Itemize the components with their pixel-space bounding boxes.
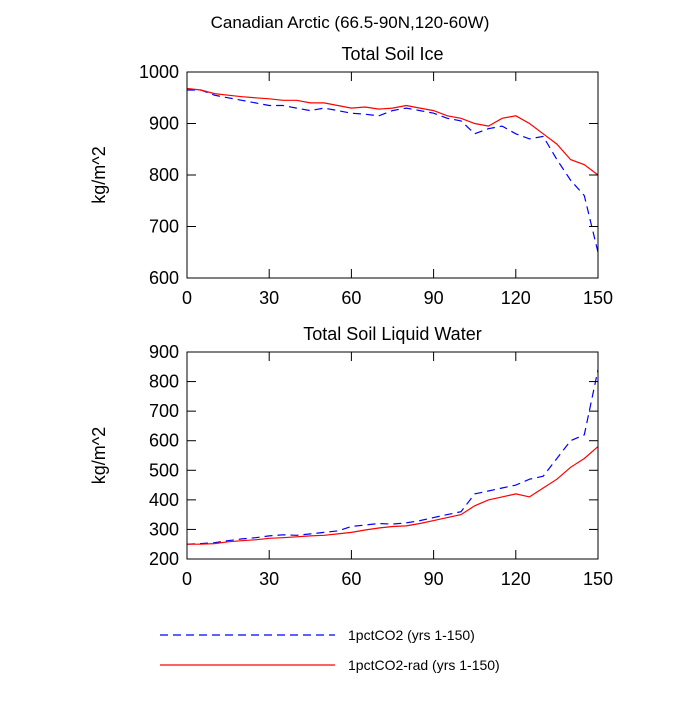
x-tick-label: 150 bbox=[583, 288, 613, 308]
y-tick-label: 800 bbox=[149, 372, 179, 392]
panel-title: Total Soil Ice bbox=[341, 44, 443, 64]
suptitle: Canadian Arctic (66.5-90N,120-60W) bbox=[211, 13, 490, 32]
x-tick-label: 0 bbox=[182, 288, 192, 308]
y-tick-label: 700 bbox=[149, 401, 179, 421]
legend-label: 1pctCO2-rad (yrs 1-150) bbox=[348, 657, 500, 673]
data-line bbox=[186, 87, 599, 176]
x-tick-label: 120 bbox=[501, 569, 531, 589]
x-tick-label: 60 bbox=[341, 288, 361, 308]
y-tick-label: 300 bbox=[149, 519, 179, 539]
y-tick-label: 200 bbox=[149, 549, 179, 569]
panel-title: Total Soil Liquid Water bbox=[303, 324, 481, 344]
x-tick-label: 30 bbox=[259, 569, 279, 589]
x-tick-label: 0 bbox=[182, 569, 192, 589]
x-tick-label: 120 bbox=[501, 288, 531, 308]
y-tick-label: 400 bbox=[149, 490, 179, 510]
y-axis-label: kg/m^2 bbox=[89, 427, 109, 484]
y-tick-label: 700 bbox=[149, 217, 179, 237]
data-line bbox=[187, 446, 599, 545]
y-tick-label: 500 bbox=[149, 460, 179, 480]
y-tick-label: 600 bbox=[149, 268, 179, 288]
plot-frame bbox=[186, 351, 599, 560]
x-tick-label: 90 bbox=[424, 288, 444, 308]
y-tick-label: 900 bbox=[149, 342, 179, 362]
legend-label: 1pctCO2 (yrs 1-150) bbox=[348, 627, 475, 643]
y-tick-label: 1000 bbox=[139, 62, 179, 82]
y-axis-label: kg/m^2 bbox=[89, 146, 109, 203]
x-tick-label: 90 bbox=[424, 569, 444, 589]
data-line bbox=[186, 369, 599, 545]
y-tick-label: 800 bbox=[149, 165, 179, 185]
y-tick-label: 600 bbox=[149, 431, 179, 451]
data-line bbox=[187, 89, 599, 253]
plot-frame bbox=[186, 71, 599, 279]
x-tick-label: 30 bbox=[259, 288, 279, 308]
y-tick-label: 900 bbox=[149, 114, 179, 134]
x-tick-label: 150 bbox=[583, 569, 613, 589]
x-tick-label: 60 bbox=[341, 569, 361, 589]
